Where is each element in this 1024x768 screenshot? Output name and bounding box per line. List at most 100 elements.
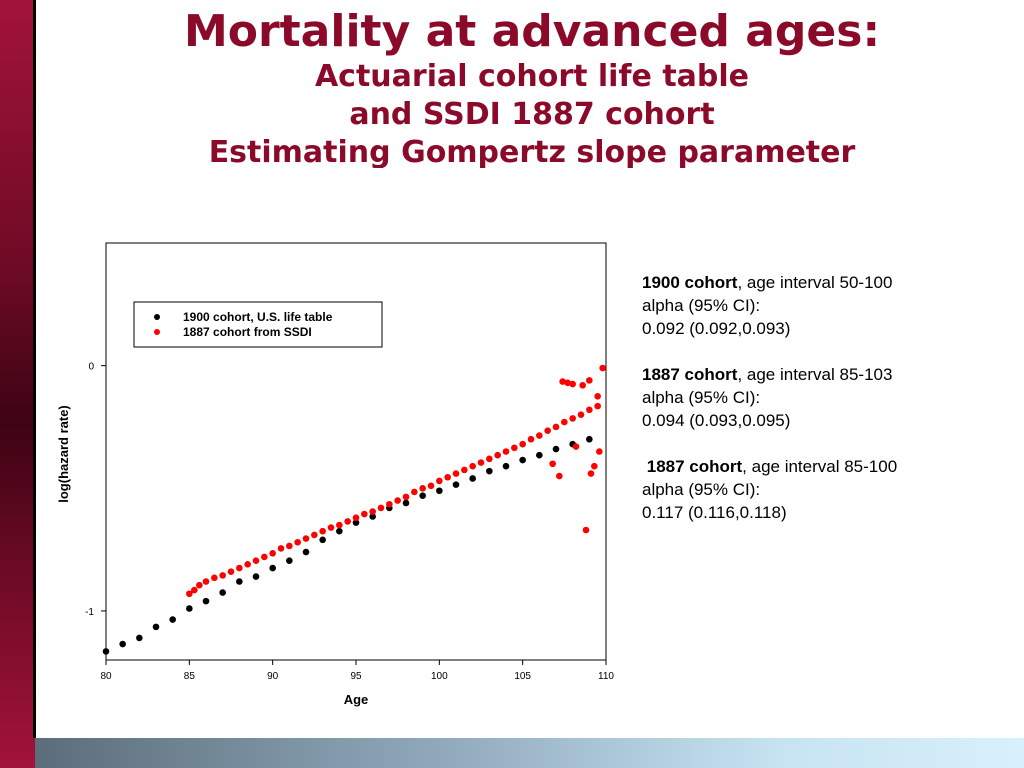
data-point-1900-cohort <box>352 519 360 526</box>
data-point-1887-cohort <box>277 545 285 552</box>
data-point-1887-cohort <box>552 423 560 431</box>
stat-cohort-name: 1887 cohort <box>646 457 743 476</box>
stat-alpha-label: alpha (95% CI): <box>642 296 761 315</box>
data-point-1887-cohort <box>286 542 293 550</box>
stat-interval: , age interval 50-100 <box>737 273 893 292</box>
data-point-1887-cohort <box>544 427 551 434</box>
data-point-1900-cohort <box>452 481 460 488</box>
data-point-1887-cohort <box>596 448 603 455</box>
data-point-1900-cohort <box>119 640 126 648</box>
data-point-1887-cohort <box>564 379 571 387</box>
data-point-1900-cohort <box>219 589 226 596</box>
y-tick-label: 0 <box>88 362 94 373</box>
data-point-1887-cohort <box>436 477 443 485</box>
data-point-1887-cohort <box>511 444 518 452</box>
data-point-1900-cohort <box>136 634 143 642</box>
stats-panel: 1900 cohort, age interval 50-100 alpha (… <box>642 271 1012 547</box>
data-point-1887-cohort <box>569 415 576 422</box>
data-point-1887-cohort <box>219 572 226 579</box>
data-point-1887-cohort <box>519 440 526 448</box>
data-point-1887-cohort <box>549 460 556 468</box>
data-point-1887-cohort <box>461 466 468 474</box>
data-point-1887-cohort <box>377 504 385 512</box>
data-point-1887-cohort <box>236 564 243 572</box>
data-point-1887-cohort <box>211 574 218 582</box>
data-point-1887-cohort <box>227 568 235 575</box>
data-point-1887-cohort <box>494 451 501 459</box>
stat-alpha-value: 0.092 (0.092,0.093) <box>642 319 791 338</box>
data-point-1887-cohort <box>486 455 493 463</box>
slide-subtitle-line-3: Estimating Gompertz slope parameter <box>208 135 856 168</box>
data-point-1887-cohort <box>269 549 276 557</box>
data-point-1887-cohort <box>477 459 485 466</box>
data-point-1887-cohort <box>427 482 435 490</box>
data-point-1887-cohort <box>294 538 301 546</box>
title-block: Mortality at advanced ages: Actuarial co… <box>40 6 1024 168</box>
data-point-1900-cohort <box>319 536 326 544</box>
slide-subtitle-line-1: Actuarial cohort life table <box>314 59 750 94</box>
data-point-1900-cohort <box>519 456 526 464</box>
series-1887-cohort <box>186 364 606 598</box>
data-point-1887-cohort <box>452 470 460 477</box>
data-point-1887-cohort <box>587 470 595 477</box>
legend-marker-black <box>154 314 160 320</box>
data-point-1900-cohort <box>536 451 543 459</box>
data-point-1900-cohort <box>152 623 160 631</box>
stat-cohort-name: 1887 cohort <box>642 365 738 384</box>
series-1900-cohort <box>102 435 593 655</box>
stat-block-1900: 1900 cohort, age interval 50-100 alpha (… <box>642 271 1012 340</box>
data-point-1887-cohort <box>561 418 568 426</box>
data-point-1900-cohort <box>419 492 426 499</box>
data-point-1900-cohort <box>436 487 443 495</box>
data-point-1887-cohort <box>311 531 318 539</box>
stat-alpha-value: 0.117 (0.116,0.118) <box>642 503 787 522</box>
left-decor-edge <box>33 0 36 738</box>
data-point-1887-cohort <box>569 380 576 388</box>
x-tick-label: 85 <box>184 671 196 682</box>
y-axis: 0 -1 <box>85 362 106 618</box>
data-point-1887-cohort <box>186 590 193 598</box>
slide-subtitle-line-2: and SSDI 1887 cohort <box>349 97 715 132</box>
data-point-1900-cohort <box>586 435 593 443</box>
data-point-1900-cohort <box>336 527 343 535</box>
x-tick-label: 110 <box>598 671 614 682</box>
data-point-1887-cohort <box>252 557 260 564</box>
data-point-1887-cohort <box>419 484 426 492</box>
data-point-1887-cohort <box>202 578 210 585</box>
data-point-1887-cohort <box>556 472 563 480</box>
data-point-1887-cohort <box>327 524 335 531</box>
data-point-1900-cohort <box>469 475 476 482</box>
data-point-1887-cohort <box>244 561 251 568</box>
data-point-1900-cohort <box>402 499 410 507</box>
data-point-1887-cohort <box>402 493 410 501</box>
data-point-1900-cohort <box>236 578 243 585</box>
data-point-1887-cohort <box>361 510 368 518</box>
x-tick-label: 100 <box>431 671 448 682</box>
stat-interval: , age interval 85-100 <box>742 457 898 476</box>
x-axis: 80 85 90 95 100 105 110 <box>100 660 614 682</box>
data-point-1900-cohort <box>252 573 260 580</box>
data-point-1900-cohort <box>502 462 510 470</box>
scatter-chart: 0 -1 80 85 90 95 100 105 110 log(hazard rate) A… <box>56 242 614 707</box>
x-tick-label: 80 <box>100 671 112 682</box>
data-point-1900-cohort <box>102 648 110 655</box>
data-point-1887-cohort <box>394 497 401 504</box>
data-point-1887-cohort <box>196 581 203 589</box>
stat-alpha-label: alpha (95% CI): <box>642 388 761 407</box>
data-point-1887-cohort <box>261 553 268 561</box>
data-point-1887-cohort <box>579 381 586 389</box>
left-decor-bar <box>0 0 35 768</box>
y-tick-label: -1 <box>85 607 94 618</box>
data-point-1887-cohort <box>336 521 343 529</box>
legend-label-1887: 1887 cohort from SSDI <box>183 325 312 339</box>
data-point-1900-cohort <box>369 513 376 520</box>
data-point-1887-cohort <box>599 364 606 372</box>
data-point-1900-cohort <box>169 616 176 623</box>
data-point-1887-cohort <box>572 443 580 450</box>
y-axis-label: log(hazard rate) <box>56 405 71 503</box>
data-point-1887-cohort <box>582 526 590 534</box>
legend: 1900 cohort, U.S. life table 1887 cohort… <box>133 301 383 348</box>
data-point-1887-cohort <box>594 393 601 400</box>
data-point-1887-cohort <box>444 473 451 481</box>
data-point-1887-cohort <box>559 378 566 385</box>
